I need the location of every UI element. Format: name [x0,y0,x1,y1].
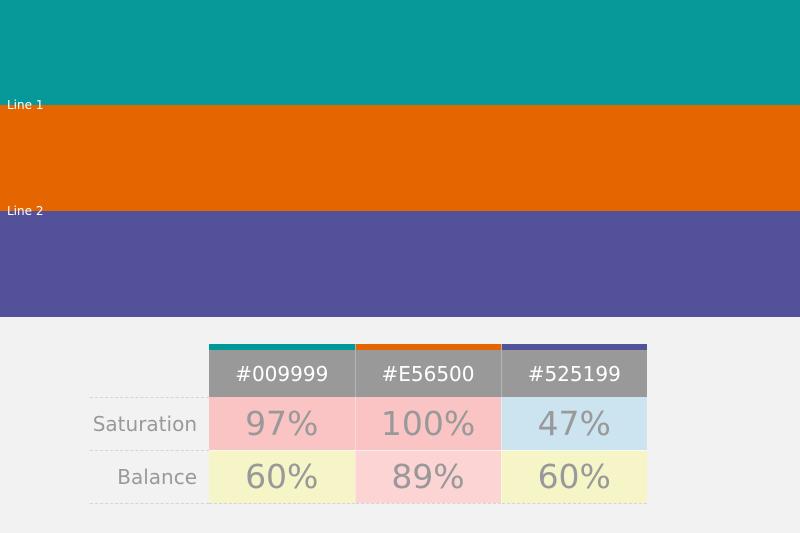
saturation-value-2: 100% [354,397,501,451]
hex-label-2: #E56500 [381,361,475,386]
color-band-teal [0,0,800,105]
column-header-2: #E56500 [354,344,501,397]
swatch-bar-3 [501,344,647,350]
saturation-value-3: 47% [500,397,647,451]
band-label-line-2: Line 2 [7,204,44,218]
table-row-saturation: Saturation 97% 100% 47% [90,396,647,451]
header-row: #009999 #E56500 #525199 [90,344,647,397]
saturation-value-1: 97% [209,397,355,451]
band-label-line-1: Line 1 [7,98,44,112]
row-label-saturation: Saturation [90,396,209,450]
column-header-1: #009999 [209,344,355,397]
balance-value-2: 89% [354,450,501,504]
color-stats-table: #009999 #E56500 #525199 Saturation 97% 1… [90,344,647,504]
row-label-balance: Balance [90,449,209,504]
color-stats-table-container: #009999 #E56500 #525199 Saturation 97% 1… [90,344,647,504]
column-header-3: #525199 [500,344,647,397]
hex-label-3: #525199 [527,361,621,386]
swatch-bar-2 [355,344,501,350]
table-row-balance: Balance 60% 89% 60% [90,449,647,504]
hex-label-1: #009999 [235,361,329,386]
color-band-purple: Line 2 [0,204,800,317]
color-band-orange: Line 1 [0,98,800,211]
swatch-bar-1 [209,344,355,350]
corner-cell [90,344,209,397]
balance-value-3: 60% [500,450,647,504]
balance-value-1: 60% [209,450,355,504]
